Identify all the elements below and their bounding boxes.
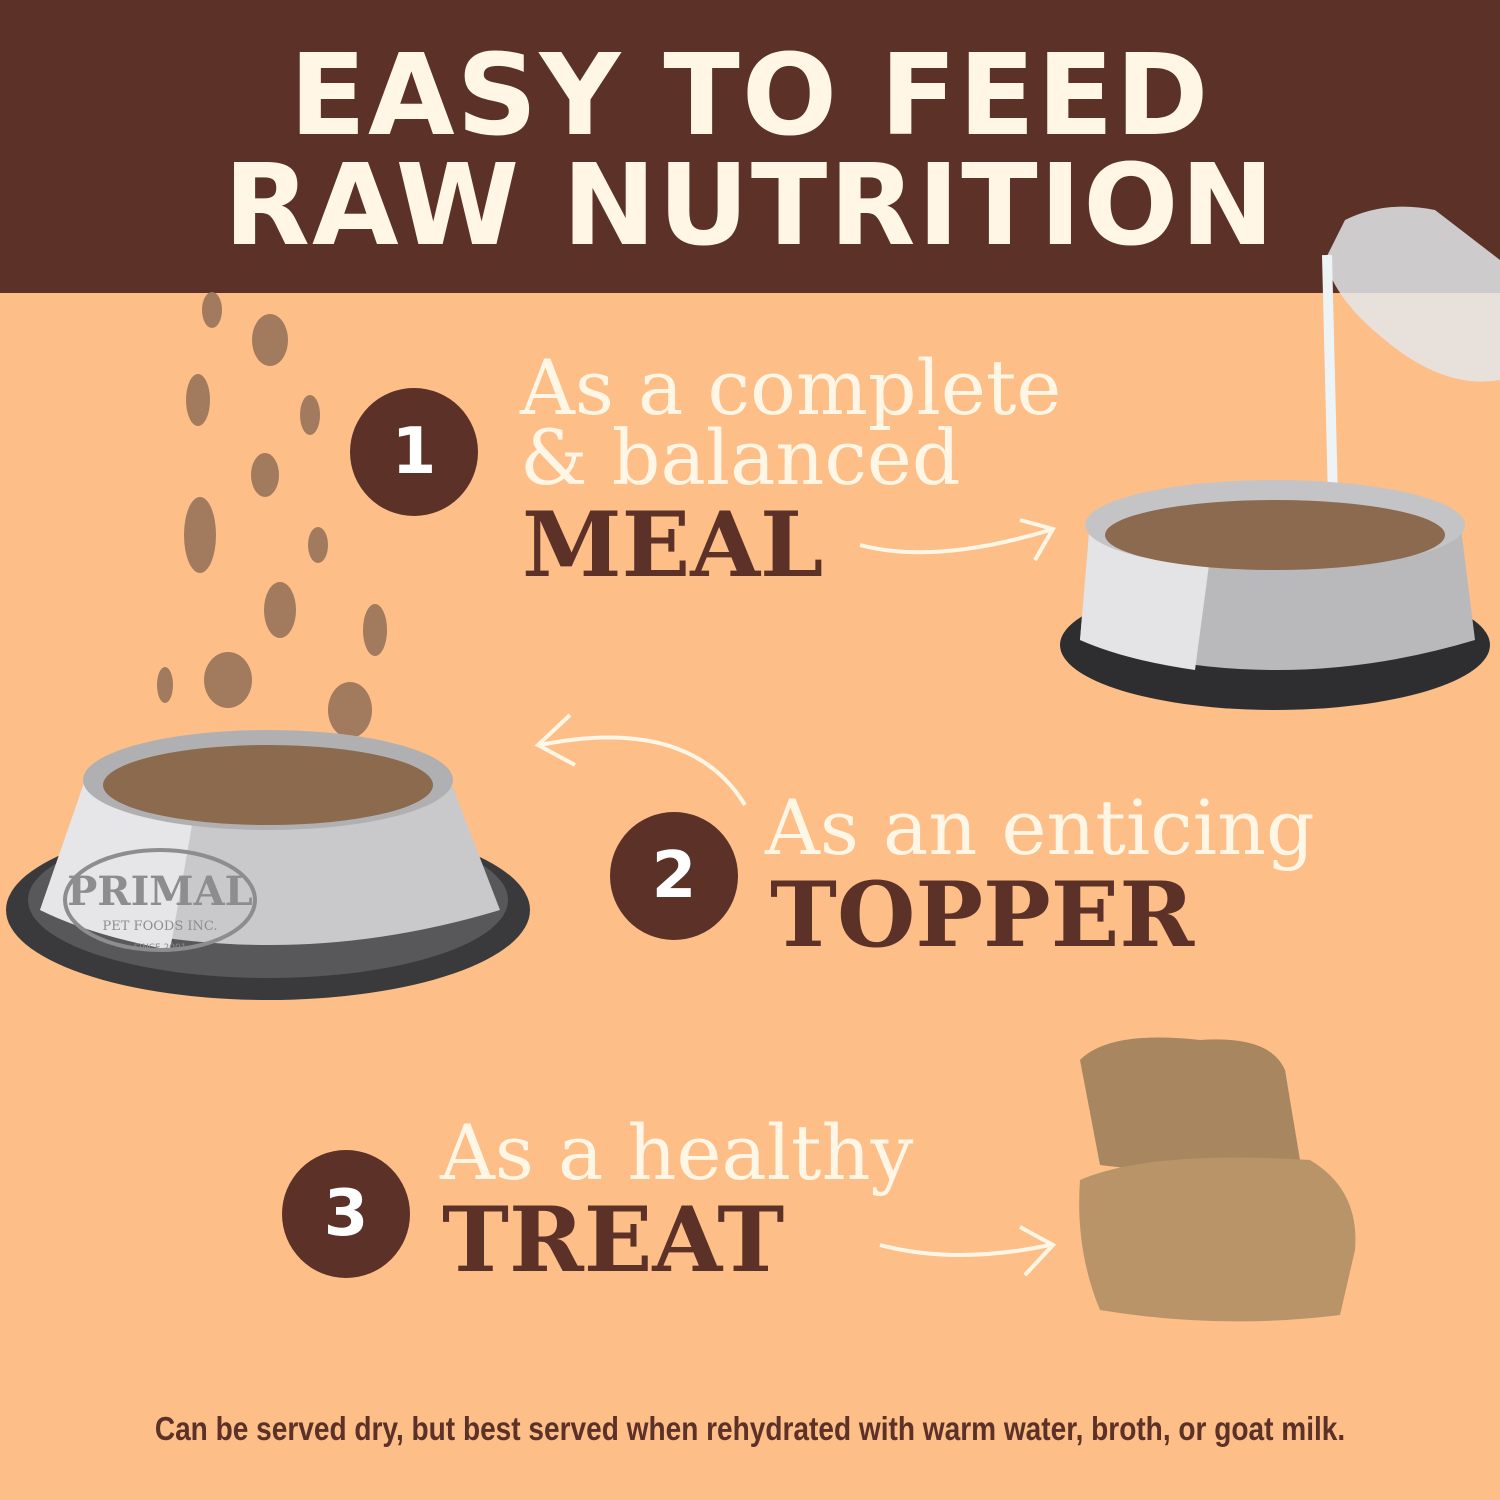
bowl-logo-text: PRIMAL: [67, 868, 252, 915]
falling-food-pieces: [157, 292, 387, 738]
primal-bowl-with-kibble: PRIMAL PET FOODS INC. SINCE 2001: [6, 730, 530, 1000]
number-badge-1: 1: [350, 388, 478, 516]
treat-nuggets: [1079, 1037, 1356, 1322]
arrow-to-topper-bowl: [534, 713, 747, 807]
option-2-line-1: As an enticing: [765, 783, 1315, 872]
bowl-logo-sub: PET FOODS INC.: [103, 919, 218, 934]
option-3-line-1: As a healthy: [440, 1108, 914, 1197]
number-badge-2: 2: [610, 812, 738, 940]
headline-line-1: EASY TO FEED: [289, 31, 1211, 161]
option-2-emphasis: TOPPER: [770, 862, 1195, 968]
option-1-emphasis: MEAL: [522, 492, 824, 598]
option-1-line-2: & balanced: [520, 413, 961, 502]
bowl-logo-since: SINCE 2001: [134, 943, 187, 953]
number-badge-3: 3: [282, 1150, 410, 1278]
option-3-emphasis: TREAT: [442, 1187, 785, 1293]
arrow-to-treat: [879, 1225, 1057, 1277]
header-banner: EASY TO FEED RAW NUTRITION: [0, 0, 1500, 293]
arrow-to-meal-bowl: [859, 518, 1057, 562]
serving-note: Can be served dry, but best served when …: [154, 1410, 1346, 1447]
option-1-line-1: As a complete: [520, 343, 1062, 432]
bowl-with-water-pour: [1060, 206, 1500, 710]
headline-line-2: RAW NUTRITION: [223, 141, 1277, 271]
